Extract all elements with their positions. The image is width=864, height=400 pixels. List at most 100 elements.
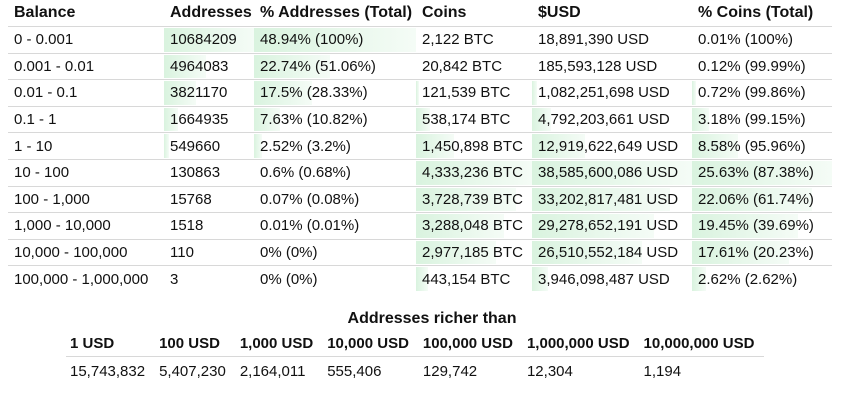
cell-usd: 26,510,552,184 USD — [532, 238, 692, 266]
richer-than-value: 15,743,832 — [70, 362, 146, 380]
cell-coins: 2,122 BTC — [416, 26, 532, 54]
share-bar — [254, 107, 280, 132]
richer-than-value: 12,304 — [526, 362, 573, 380]
cell-addresses: 110 — [164, 238, 254, 266]
cell-pct-addresses: 17.5% (28.33%) — [254, 79, 416, 107]
richer-than-value: 5,407,230 — [159, 362, 226, 380]
share-bar — [532, 267, 548, 291]
table-row: 10,000 - 100,000 110 0% (0%) 2,977,185 BTC 2… — [8, 238, 832, 266]
share-bar — [254, 81, 313, 105]
cell-pct-addresses: 22.74% (51.06%) — [254, 52, 416, 80]
col-header-usd: $USD — [538, 4, 581, 21]
share-bar — [692, 214, 799, 238]
cell-usd: 3,946,098,487 USD — [532, 265, 692, 292]
cell-usd: 1,082,251,698 USD — [532, 79, 692, 107]
cell-pct-coins: 3.18% (99.15%) — [692, 105, 832, 133]
table-row: 10 - 100 130863 0.6% (0.68%) 4,333,236 BTC 3… — [8, 158, 832, 187]
share-bar — [164, 81, 197, 105]
share-bar — [416, 134, 455, 158]
richer-than-value: 555,406 — [327, 362, 382, 380]
table-row: 0.1 - 1 1664935 7.63% (10.82%) 538,174 BTC 4… — [8, 105, 832, 133]
share-bar — [692, 267, 706, 291]
richer-than-title: Addresses richer than — [347, 310, 517, 327]
share-bar — [416, 81, 420, 105]
share-bar — [532, 240, 643, 265]
cell-pct-coins: 0.72% (99.86%) — [692, 79, 832, 107]
share-bar — [416, 240, 497, 265]
cell-coins: 4,333,236 BTC — [416, 158, 532, 187]
cell-addresses: 549660 — [164, 132, 254, 160]
share-bar — [532, 134, 585, 158]
cell-pct-coins: 25.63% (87.38%) — [692, 158, 832, 187]
cell-coins: 538,174 BTC — [416, 105, 532, 133]
col-header-coins: Coins — [422, 4, 467, 21]
share-bar — [532, 214, 654, 238]
cell-addresses: 15768 — [164, 185, 254, 213]
cell-pct-addresses: 0% (0%) — [254, 238, 416, 266]
share-bar — [692, 134, 739, 158]
cell-pct-coins: 0.12% (99.99%) — [692, 52, 832, 80]
cell-addresses: 1664935 — [164, 105, 254, 133]
share-bar — [164, 54, 207, 79]
share-bar — [254, 54, 331, 79]
cell-balance: 100 - 1,000 — [8, 185, 164, 213]
cell-addresses: 10684209 — [164, 26, 254, 54]
richer-than-header: 1 USD — [66, 330, 156, 357]
share-bar — [532, 81, 537, 105]
cell-pct-coins: 8.58% (95.96%) — [692, 132, 832, 160]
cell-pct-coins: 0.01% (100%) — [692, 26, 832, 54]
cell-addresses: 3 — [164, 265, 254, 292]
cell-balance: 1 - 10 — [8, 132, 164, 160]
cell-balance: 0.1 - 1 — [8, 105, 164, 133]
cell-balance: 0.001 - 0.01 — [8, 52, 164, 80]
richer-than-value-row: 15,743,832 5,407,230 2,164,011 555,406 129,7… — [66, 357, 764, 386]
table-row: 100 - 1,000 15768 0.07% (0.08%) 3,728,739 B… — [8, 185, 832, 213]
col-header-pct-coins: % Coins (Total) — [698, 4, 814, 21]
richer-than-header: 10,000 USD — [323, 330, 419, 357]
table-row: 1 - 10 549660 2.52% (3.2%) 1,450,898 BTC 12,… — [8, 132, 832, 160]
cell-coins: 121,539 BTC — [416, 79, 532, 107]
cell-pct-addresses: 7.63% (10.82%) — [254, 105, 416, 133]
cell-usd: 12,919,622,649 USD — [532, 132, 692, 160]
richer-than-header: 1,000 USD — [235, 330, 324, 357]
richer-than-header: 100 USD — [155, 330, 236, 357]
cell-coins: 20,842 BTC — [416, 52, 532, 80]
richer-than-header-row: 1 USD 100 USD 1,000 USD 10,000 USD 100,000 U… — [66, 330, 765, 357]
cell-balance: 0 - 0.001 — [8, 26, 164, 54]
cell-balance: 100,000 - 1,000,000 — [8, 265, 164, 292]
share-bar — [692, 81, 697, 105]
cell-addresses: 1518 — [164, 212, 254, 240]
cell-pct-addresses: 48.94% (100%) — [254, 26, 416, 54]
cell-usd: 4,792,203,661 USD — [532, 105, 692, 133]
cell-coins: 443,154 BTC — [416, 265, 532, 292]
table-row: 0.01 - 0.1 3821170 17.5% (28.33%) 121,539 B… — [8, 79, 832, 107]
share-bar — [692, 107, 709, 132]
cell-addresses: 4964083 — [164, 52, 254, 80]
share-bar — [254, 28, 416, 52]
cell-addresses: 130863 — [164, 158, 254, 187]
richer-than-value: 2,164,011 — [239, 362, 306, 380]
cell-usd: 33,202,817,481 USD — [532, 185, 692, 213]
cell-pct-addresses: 0.6% (0.68%) — [254, 158, 416, 187]
share-bar — [416, 187, 516, 212]
richer-than-header: 10,000,000 USD — [639, 330, 765, 357]
cell-coins: 3,288,048 BTC — [416, 212, 532, 240]
richer-than-value: 1,194 — [643, 362, 682, 380]
cell-pct-addresses: 0.07% (0.08%) — [254, 185, 416, 213]
col-header-balance: Balance — [14, 4, 76, 21]
share-bar — [532, 187, 670, 212]
cell-balance: 1,000 - 10,000 — [8, 212, 164, 240]
balance-distribution-table: Balance Addresses % Addresses (Total) Co… — [8, 0, 832, 292]
share-bar — [532, 160, 692, 185]
cell-balance: 0.01 - 0.1 — [8, 79, 164, 107]
cell-pct-coins: 22.06% (61.74%) — [692, 185, 832, 213]
table-row: 0.001 - 0.01 4964083 22.74% (51.06%) 20,842… — [8, 52, 832, 80]
share-bar — [164, 134, 169, 158]
share-bar — [692, 240, 789, 265]
richer-than-table: 1 USD 100 USD 1,000 USD 10,000 USD 100,000 U… — [66, 330, 765, 386]
share-bar — [164, 28, 254, 52]
cell-usd: 29,278,652,191 USD — [532, 212, 692, 240]
table-row: 1,000 - 10,000 1518 0.01% (0.01%) 3,288,048… — [8, 212, 832, 240]
share-bar — [164, 107, 179, 132]
table-header-row: Balance Addresses % Addresses (Total) Co… — [8, 0, 832, 27]
